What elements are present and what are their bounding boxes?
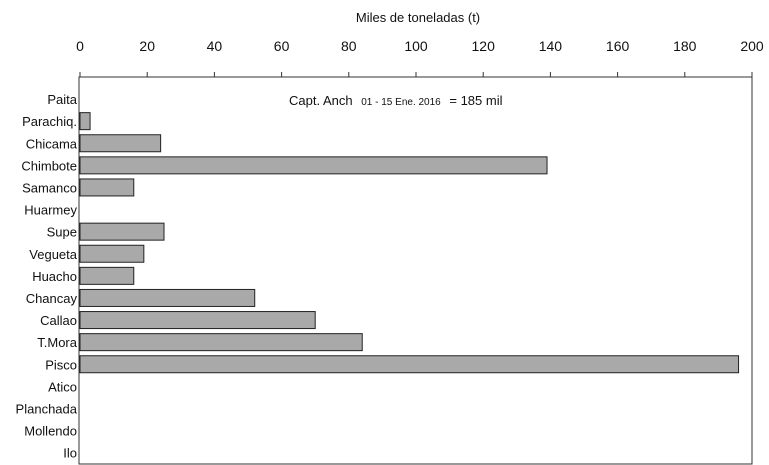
bar	[79, 134, 162, 153]
capture-annotation: Capt. Anch 01 - 15 Ene. 2016 = 185 mil	[289, 93, 503, 108]
category-label: Pisco	[45, 357, 77, 372]
x-tick-label: 120	[472, 38, 496, 54]
bar	[79, 244, 145, 263]
category-label: Atico	[48, 379, 77, 394]
bar	[79, 288, 256, 307]
annotation-prefix: Capt. Anch	[289, 93, 353, 108]
x-axis-ticks: 0 20 40 60 80 100 120 140 160 180 200	[76, 38, 764, 77]
category-label: Supe	[47, 225, 77, 240]
category-label: Huarmey	[24, 203, 77, 218]
x-tick-label: 180	[673, 38, 697, 54]
category-label: Parachiq.	[22, 114, 77, 129]
bar	[79, 311, 316, 330]
annotation-dates: 01 - 15 Ene. 2016	[361, 97, 441, 108]
category-label: Ilo	[63, 446, 77, 461]
x-tick-label: 200	[740, 38, 764, 54]
bar	[79, 156, 548, 175]
annotation-total: = 185 mil	[449, 93, 502, 108]
category-label: Huacho	[32, 269, 77, 284]
plot-frame	[78, 76, 753, 465]
category-label: Vegueta	[29, 247, 77, 262]
category-label: Callao	[40, 313, 77, 328]
category-label: Samanco	[22, 180, 77, 195]
x-tick-label: 40	[207, 38, 223, 54]
bar	[79, 333, 363, 352]
category-label: Chicama	[26, 136, 78, 151]
x-tick-label: 80	[341, 38, 357, 54]
bar	[79, 112, 91, 131]
x-tick-label: 140	[539, 38, 563, 54]
x-axis-title: Miles de toneladas (t)	[356, 10, 480, 25]
category-labels: Paita Parachiq. Chicama Chimbote Samanco Huar…	[16, 92, 78, 461]
category-label: Paita	[47, 92, 77, 107]
category-label: T.Mora	[37, 335, 78, 350]
x-tick-label: 20	[139, 38, 155, 54]
category-label: Mollendo	[24, 424, 77, 439]
x-tick-label: 100	[404, 38, 428, 54]
bars	[79, 112, 740, 374]
bar	[79, 222, 165, 241]
x-tick-label: 0	[76, 38, 84, 54]
x-tick-label: 60	[274, 38, 290, 54]
x-tick-label: 160	[606, 38, 630, 54]
category-label: Planchada	[16, 401, 78, 416]
bar	[79, 178, 135, 197]
bar	[79, 355, 740, 374]
bar	[79, 266, 135, 285]
category-label: Chancay	[26, 291, 78, 306]
category-label: Chimbote	[21, 158, 77, 173]
